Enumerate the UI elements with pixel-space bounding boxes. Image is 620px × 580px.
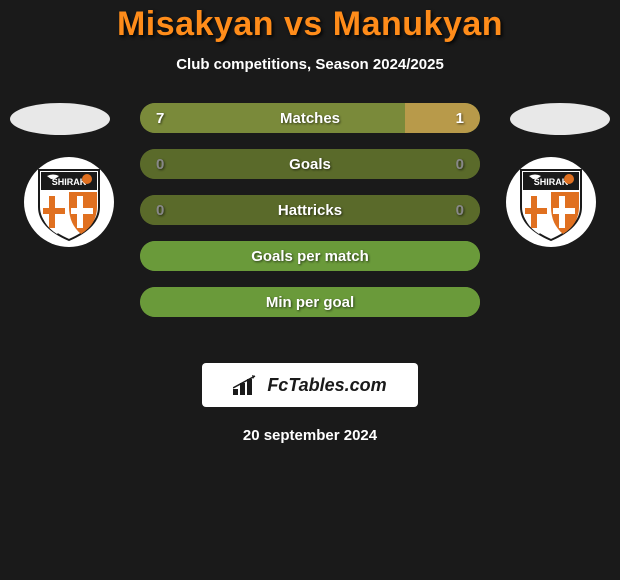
stat-value-left: 0: [156, 149, 164, 179]
stat-value-left: 7: [156, 103, 164, 133]
shirak-crest-icon: SHIRAK: [29, 162, 109, 242]
stat-label: Goals: [140, 149, 480, 179]
stat-bar: Goals0 0: [140, 149, 480, 179]
stat-value-right: 0: [456, 195, 464, 225]
stat-label: Matches: [140, 103, 480, 133]
stat-value-left: 0: [156, 195, 164, 225]
comparison-widget: Misakyan vs Manukyan Club competitions, …: [0, 0, 620, 444]
stat-label: Hattricks: [140, 195, 480, 225]
subtitle: Club competitions, Season 2024/2025: [0, 56, 620, 73]
stat-label: Min per goal: [140, 287, 480, 317]
stat-bar: Goals per match: [140, 241, 480, 271]
player-avatar-left: [10, 103, 110, 135]
bars-icon: [233, 375, 261, 395]
main-area: SHIRAK SHIRAK Matches71Goals00Hattricks0…: [0, 103, 620, 343]
stat-bar: Min per goal: [140, 287, 480, 317]
brand-logo: FcTables.com: [202, 363, 418, 407]
stat-bar: Hattricks0 0: [140, 195, 480, 225]
stat-bar: Matches7 1: [140, 103, 480, 133]
player-avatar-right: [510, 103, 610, 135]
shirak-crest-icon: SHIRAK: [511, 162, 591, 242]
stat-value-right: 1: [456, 103, 464, 133]
stats-area: Matches71Goals00Hattricks00Goals per mat…: [140, 103, 480, 333]
team-badge-right: SHIRAK: [506, 157, 596, 247]
page-title: Misakyan vs Manukyan: [0, 5, 620, 44]
brand-text: FcTables.com: [267, 375, 386, 396]
footer-date: 20 september 2024: [0, 427, 620, 444]
svg-text:SHIRAK: SHIRAK: [52, 177, 87, 187]
team-badge-left: SHIRAK: [24, 157, 114, 247]
svg-text:SHIRAK: SHIRAK: [534, 177, 569, 187]
stat-value-right: 0: [456, 149, 464, 179]
stat-label: Goals per match: [140, 241, 480, 271]
